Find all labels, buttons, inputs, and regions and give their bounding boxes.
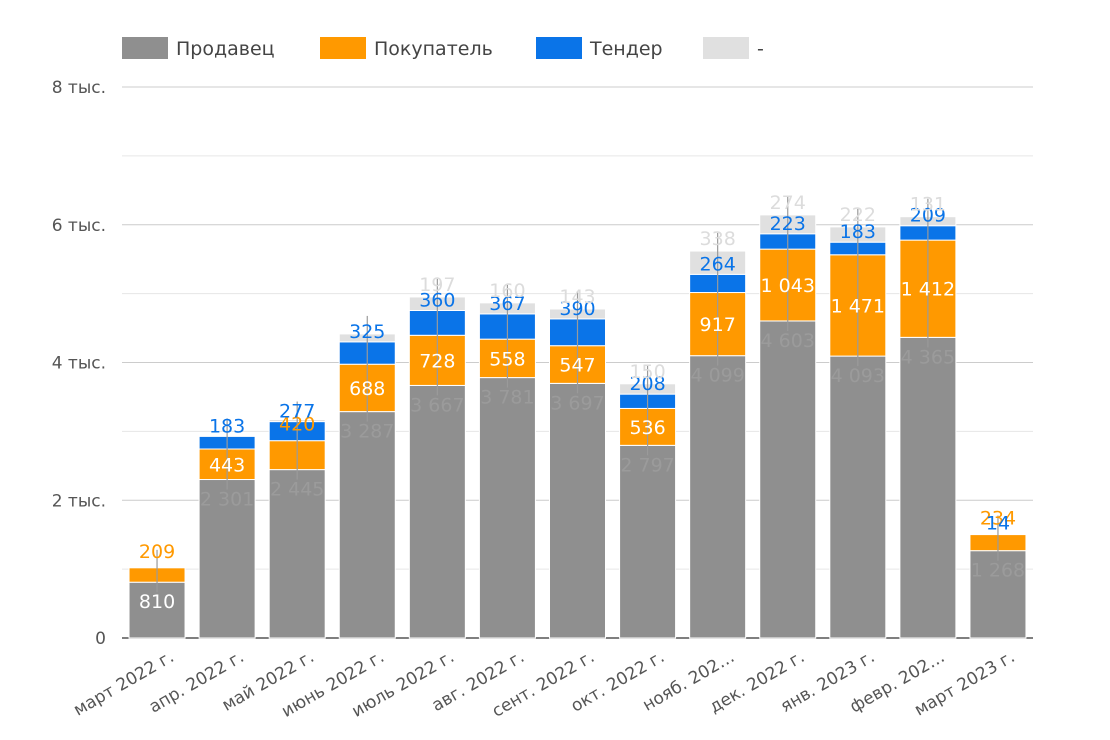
legend-label: Покупатель xyxy=(374,38,493,60)
data-label: 222 xyxy=(840,204,876,226)
data-label: 367 xyxy=(489,293,525,315)
legend-label: Продавец xyxy=(176,38,275,60)
data-label: 536 xyxy=(629,417,665,439)
data-label: 1 043 xyxy=(761,275,815,297)
data-label: 3 781 xyxy=(480,387,534,409)
x-axis: март 2022 г.апр. 2022 г.май 2022 г.июнь … xyxy=(70,647,1018,722)
data-label: 3 667 xyxy=(410,394,464,416)
bar-segment xyxy=(829,355,887,639)
data-label: 3 287 xyxy=(340,421,394,443)
bar-segment xyxy=(969,550,1027,639)
legend-swatch xyxy=(320,37,366,59)
data-label: 183 xyxy=(840,221,876,243)
legend: Продавец Покупатель Тендер - xyxy=(122,37,764,60)
data-label: 1 268 xyxy=(971,560,1025,582)
legend-label: - xyxy=(757,38,764,60)
y-tick-label: 2 тыс. xyxy=(52,491,106,511)
data-label: 390 xyxy=(559,298,595,320)
data-label: 688 xyxy=(349,378,385,400)
y-tick-label: 8 тыс. xyxy=(52,78,106,98)
data-label: 274 xyxy=(770,192,806,214)
data-label: 4 099 xyxy=(690,365,744,387)
bar-segment xyxy=(759,320,817,639)
bar-segment xyxy=(198,479,256,639)
data-label: 810 xyxy=(139,591,175,613)
legend-swatch xyxy=(122,37,168,59)
data-label: 234 xyxy=(980,508,1016,530)
bar-segment xyxy=(689,355,747,639)
data-label: 277 xyxy=(279,401,315,423)
bar-segment xyxy=(268,469,326,639)
bar-segment xyxy=(478,377,536,639)
data-label: 338 xyxy=(700,228,736,250)
data-label: 2 797 xyxy=(620,454,674,476)
y-tick-label: 0 xyxy=(95,629,106,649)
data-label: 443 xyxy=(209,454,245,476)
data-label: 4 603 xyxy=(761,330,815,352)
bar-segment xyxy=(338,411,396,639)
data-label: 183 xyxy=(209,415,245,437)
bar-segment xyxy=(408,384,466,639)
data-label: 131 xyxy=(910,194,946,216)
bar-segment xyxy=(899,336,957,639)
data-label: 728 xyxy=(419,350,455,372)
data-label: 14 xyxy=(986,513,1010,535)
data-label: 360 xyxy=(419,289,455,311)
bar-segment xyxy=(549,382,606,639)
bars xyxy=(128,196,1027,639)
legend-label: Тендер xyxy=(589,38,663,60)
y-tick-label: 4 тыс. xyxy=(52,354,106,374)
data-label: 917 xyxy=(700,314,736,336)
y-tick-label: 6 тыс. xyxy=(52,216,106,236)
legend-swatch xyxy=(703,37,749,59)
data-label: 143 xyxy=(559,286,595,308)
data-label: 1 471 xyxy=(831,295,885,317)
data-label: 150 xyxy=(629,361,665,383)
data-label: 4 093 xyxy=(831,365,885,387)
data-label: 2 445 xyxy=(270,479,324,501)
legend-swatch xyxy=(536,37,582,59)
data-label: 558 xyxy=(489,348,525,370)
data-label: 1 412 xyxy=(901,279,955,301)
data-label: 209 xyxy=(139,541,175,563)
data-label: 223 xyxy=(770,213,806,235)
data-label: 325 xyxy=(349,321,385,343)
data-label: 209 xyxy=(910,205,946,227)
data-label: 197 xyxy=(419,274,455,296)
data-label: 4 365 xyxy=(901,346,955,368)
data-label: 420 xyxy=(279,414,315,436)
data-label: 160 xyxy=(489,280,525,302)
data-label: 2 301 xyxy=(200,489,254,511)
data-label: 208 xyxy=(629,373,665,395)
data-label: 264 xyxy=(700,253,736,275)
y-axis: 0 2 тыс. 4 тыс. 6 тыс. 8 тыс. xyxy=(52,78,106,649)
data-label: 3 697 xyxy=(550,392,604,414)
data-label: 547 xyxy=(559,355,595,377)
